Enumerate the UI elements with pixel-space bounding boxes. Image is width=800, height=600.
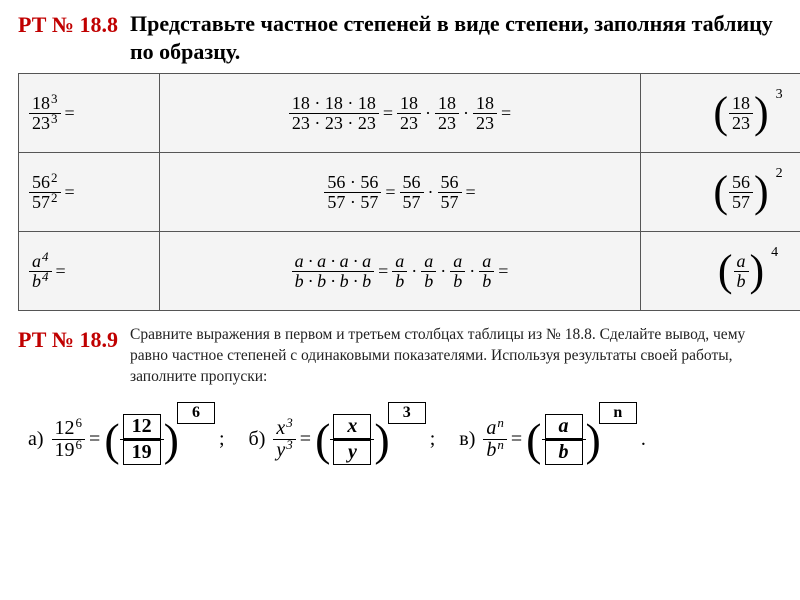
table-cell-left: 183233 =: [19, 74, 160, 153]
bottom-exercises: а) 126196 = 12196 ; б) x3y3 = xy3 ; в) a…: [18, 414, 782, 465]
exercise: а) 126196 = 12196 ;: [28, 414, 225, 465]
table-cell-left: a4b4 =: [19, 232, 160, 311]
table-row: 562572 = 56 · 5657 · 57 = 5657 · 5657 = …: [19, 153, 800, 232]
exercise: в) anbn = abn .: [459, 414, 646, 465]
table-cell-left: 562572 =: [19, 153, 160, 232]
problem-title: Представьте частное степеней в виде степ…: [130, 10, 782, 65]
table-cell-right: 56572: [641, 153, 800, 232]
table-cell-mid: a · a · a · ab · b · b · b = ab · ab · a…: [160, 232, 641, 311]
rt-label-189: РТ № 18.9: [18, 325, 118, 353]
problem-description: Сравните выражения в первом и третьем ст…: [130, 325, 782, 388]
table-row: a4b4 = a · a · a · ab · b · b · b = ab ·…: [19, 232, 800, 311]
rt-label-188: РТ № 18.8: [18, 10, 118, 38]
powers-table: 183233 = 18 · 18 · 1823 · 23 · 23 = 1823…: [18, 73, 800, 311]
exercise: б) x3y3 = xy3 ;: [249, 414, 436, 465]
table-cell-mid: 18 · 18 · 1823 · 23 · 23 = 1823 · 1823 ·…: [160, 74, 641, 153]
header: РТ № 18.8 Представьте частное степеней в…: [18, 10, 782, 65]
table-row: 183233 = 18 · 18 · 1823 · 23 · 23 = 1823…: [19, 74, 800, 153]
table-cell-right: 18233: [641, 74, 800, 153]
table-cell-mid: 56 · 5657 · 57 = 5657 · 5657 =: [160, 153, 641, 232]
table-cell-right: ab4: [641, 232, 800, 311]
